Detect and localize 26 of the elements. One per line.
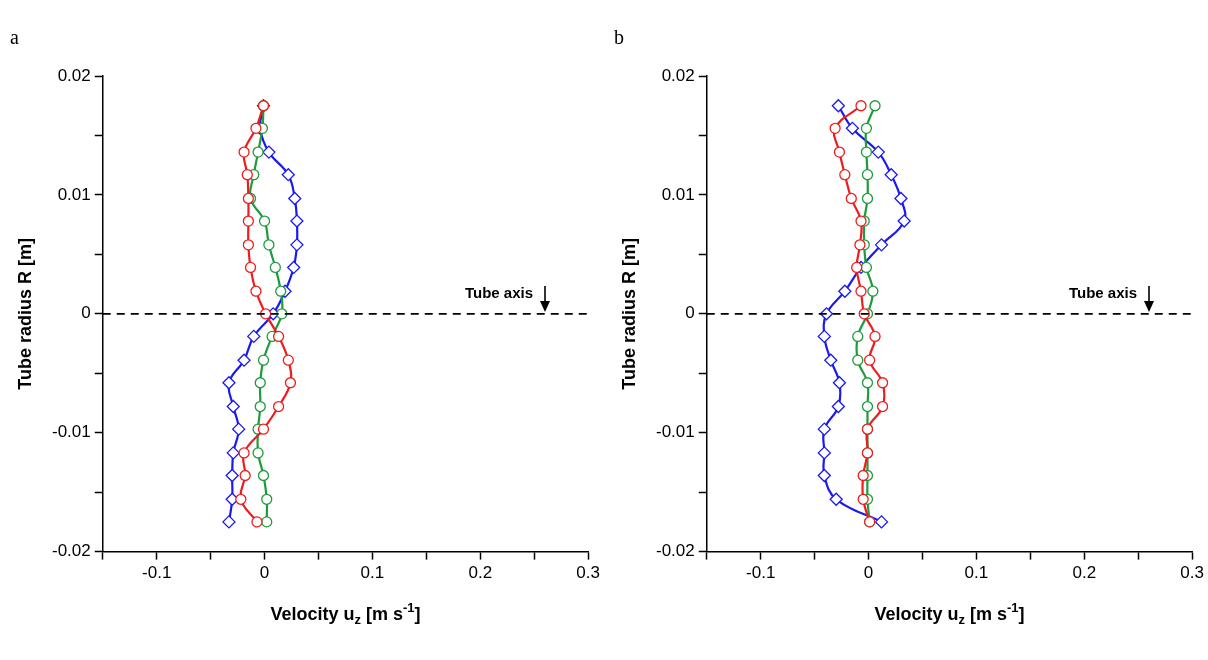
- y-tick-label: 0: [685, 303, 695, 323]
- y-tick-label: -0.01: [52, 422, 91, 442]
- annotation: Tube axis: [464, 283, 534, 301]
- y-tick-label: 0.01: [661, 184, 695, 204]
- x-tick-label: 0.2: [1072, 563, 1097, 583]
- x-tick-label: -0.1: [746, 563, 776, 583]
- x-tick-label: 0.2: [468, 563, 493, 583]
- x-tick-label: 0: [259, 563, 270, 583]
- x-tick-label: 0.1: [964, 563, 989, 583]
- chart-title: b: [614, 26, 624, 48]
- y-tick-label: -0.01: [656, 422, 695, 442]
- y-tick-label: -0.02: [656, 541, 695, 561]
- annotation: Tube axis: [1068, 283, 1138, 301]
- y-tick-label: 0: [81, 303, 91, 323]
- x-tick-label: 0.3: [576, 563, 600, 583]
- y-tick-label: -0.02: [52, 541, 91, 561]
- y-tick-label: 0.01: [57, 184, 91, 204]
- x-tick-label: 0.1: [360, 563, 385, 583]
- y-tick-label: 0.02: [661, 65, 695, 85]
- x-tick-label: 0.3: [1180, 563, 1204, 583]
- x-tick-label: 0: [863, 563, 874, 583]
- y-axis-title: Tube radius R [m]: [14, 237, 35, 390]
- x-tick-label: -0.1: [142, 563, 172, 583]
- y-tick-label: 0.02: [57, 65, 91, 85]
- y-axis-title: Tube radius R [m]: [618, 237, 639, 390]
- chart-title: a: [10, 26, 19, 48]
